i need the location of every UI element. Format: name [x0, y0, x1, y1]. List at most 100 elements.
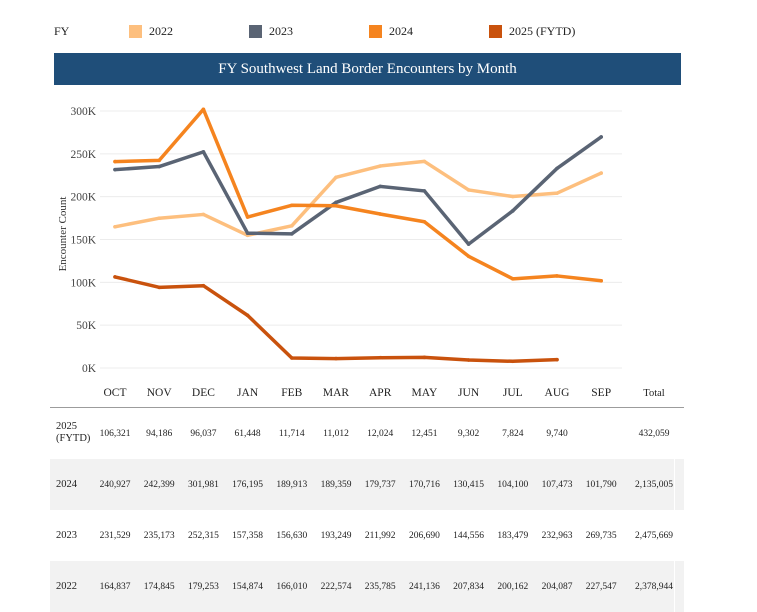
data-point-2022[interactable] [201, 212, 206, 217]
table-row: 2022 164,837 174,845 179,253 154,874 166,010 2… [50, 561, 684, 612]
data-point-2023[interactable] [378, 184, 383, 189]
data-point-2022[interactable] [422, 159, 427, 164]
legend-item-2024[interactable]: 2024 [369, 24, 413, 39]
x-tick-label: OCT [104, 387, 127, 399]
data-point-2024[interactable] [157, 158, 161, 163]
data-point-2024[interactable] [555, 274, 559, 278]
data-point-2022[interactable] [378, 164, 383, 168]
legend-item-2025[interactable]: 2025 (FYTD) [489, 24, 575, 39]
data-point-2023[interactable] [245, 231, 250, 235]
series-line-2022[interactable] [113, 159, 603, 238]
data-point-2023[interactable] [466, 242, 471, 246]
data-point-2023[interactable] [511, 209, 515, 213]
table-cell: 252,315 [187, 531, 219, 541]
legend-label-2025: 2025 (FYTD) [509, 24, 576, 38]
table-cell: 231,529 [99, 531, 131, 541]
data-point-2022[interactable] [599, 171, 603, 175]
table-cell: 164,837 [99, 582, 131, 592]
data-point-2023[interactable] [290, 232, 294, 236]
data-point-2022[interactable] [466, 188, 471, 192]
legend-label-2022: 2022 [149, 24, 173, 38]
table-total-cell: 2,378,944 [635, 582, 673, 592]
table-cell: 269,735 [585, 531, 617, 541]
series-line-2023[interactable] [113, 135, 603, 246]
legend-item-2022[interactable]: 2022 [129, 24, 173, 39]
data-point-2024[interactable] [245, 215, 250, 219]
x-tick-label: MAY [412, 387, 438, 399]
data-point-2024[interactable] [511, 277, 515, 281]
table-cell: 227,547 [585, 582, 617, 592]
x-tick-label: AUG [545, 387, 570, 399]
chart-title: FY Southwest Land Border Encounters by M… [54, 53, 681, 85]
y-tick-label: 0K [82, 363, 97, 375]
row-label: 2022 [56, 581, 77, 592]
table-cell: 144,556 [453, 531, 485, 541]
data-point-2025fytd[interactable] [555, 357, 559, 362]
data-point-2025fytd[interactable] [290, 356, 294, 360]
table-cell: 301,981 [187, 480, 219, 490]
table-cell: 242,399 [143, 480, 175, 490]
table-cell: 207,834 [453, 582, 485, 592]
data-point-2022[interactable] [334, 175, 338, 180]
table-cell: 204,087 [541, 582, 573, 592]
legend-item-2023[interactable]: 2023 [249, 24, 293, 39]
data-point-2025fytd[interactable] [245, 313, 250, 318]
table-cell: 222,574 [320, 582, 352, 592]
series-line-2024[interactable] [113, 107, 603, 283]
data-point-2024[interactable] [422, 219, 427, 224]
x-tick-label: NOV [147, 387, 173, 399]
data-point-2023[interactable] [555, 166, 559, 171]
data-point-2025fytd[interactable] [466, 358, 471, 362]
data-point-2025fytd[interactable] [378, 355, 383, 360]
data-point-2025fytd[interactable] [157, 285, 161, 290]
x-tick-label: JUL [503, 387, 523, 399]
x-tick-label: JAN [237, 387, 259, 399]
table-cell: 106,321 [99, 429, 131, 439]
data-point-2023[interactable] [599, 135, 603, 139]
legend-label-2023: 2023 [269, 24, 293, 38]
data-point-2022[interactable] [113, 224, 117, 229]
legend-label-2024: 2024 [389, 24, 413, 38]
table-cell: 235,785 [364, 582, 396, 592]
data-point-2025fytd[interactable] [201, 283, 206, 288]
data-point-2024[interactable] [290, 203, 294, 208]
table-cell: 7,824 [502, 429, 524, 439]
table-cell: 94,186 [146, 429, 173, 439]
data-point-2024[interactable] [378, 212, 383, 216]
table-cell: 12,451 [411, 429, 438, 439]
table-total-cell: 432,059 [638, 429, 670, 439]
legend: FY 2022 2023 2024 2025 (FYTD) [0, 20, 757, 42]
data-point-2022[interactable] [555, 191, 559, 195]
series-line-2025fytd[interactable] [113, 275, 559, 364]
data-point-2024[interactable] [201, 107, 206, 112]
data-point-2022[interactable] [157, 216, 161, 221]
table-cell: 61,448 [234, 429, 261, 439]
data-point-2025fytd[interactable] [334, 356, 338, 361]
data-point-2023[interactable] [334, 200, 338, 205]
table-cell: 183,479 [497, 531, 529, 541]
data-point-2024[interactable] [113, 159, 117, 164]
data-point-2024[interactable] [466, 254, 471, 259]
data-point-2025fytd[interactable] [422, 355, 427, 360]
legend-title: FY [54, 24, 70, 38]
data-point-2023[interactable] [113, 167, 117, 172]
legend-swatch-2025 [489, 25, 502, 38]
table-row: 2023 231,529 235,173 252,315 157,358 156,630 1… [50, 510, 684, 561]
data-point-2023[interactable] [422, 189, 427, 193]
legend-swatch-2022 [129, 25, 142, 38]
data-point-2025fytd[interactable] [113, 275, 117, 279]
x-tick-label: MAR [323, 387, 350, 399]
data-point-2023[interactable] [157, 164, 161, 169]
table-cell: 9,302 [457, 429, 480, 439]
data-point-2024[interactable] [334, 203, 338, 208]
data-point-2022[interactable] [511, 194, 515, 199]
table-divider [674, 459, 675, 510]
table-cell: 179,253 [187, 582, 219, 592]
data-point-2023[interactable] [201, 150, 206, 154]
table-cell: 206,690 [408, 531, 440, 541]
x-tick-label: APR [369, 387, 392, 399]
data-point-2025fytd[interactable] [511, 359, 515, 364]
data-point-2022[interactable] [290, 223, 294, 228]
table-cell: 154,874 [232, 582, 264, 592]
data-point-2024[interactable] [599, 278, 603, 283]
